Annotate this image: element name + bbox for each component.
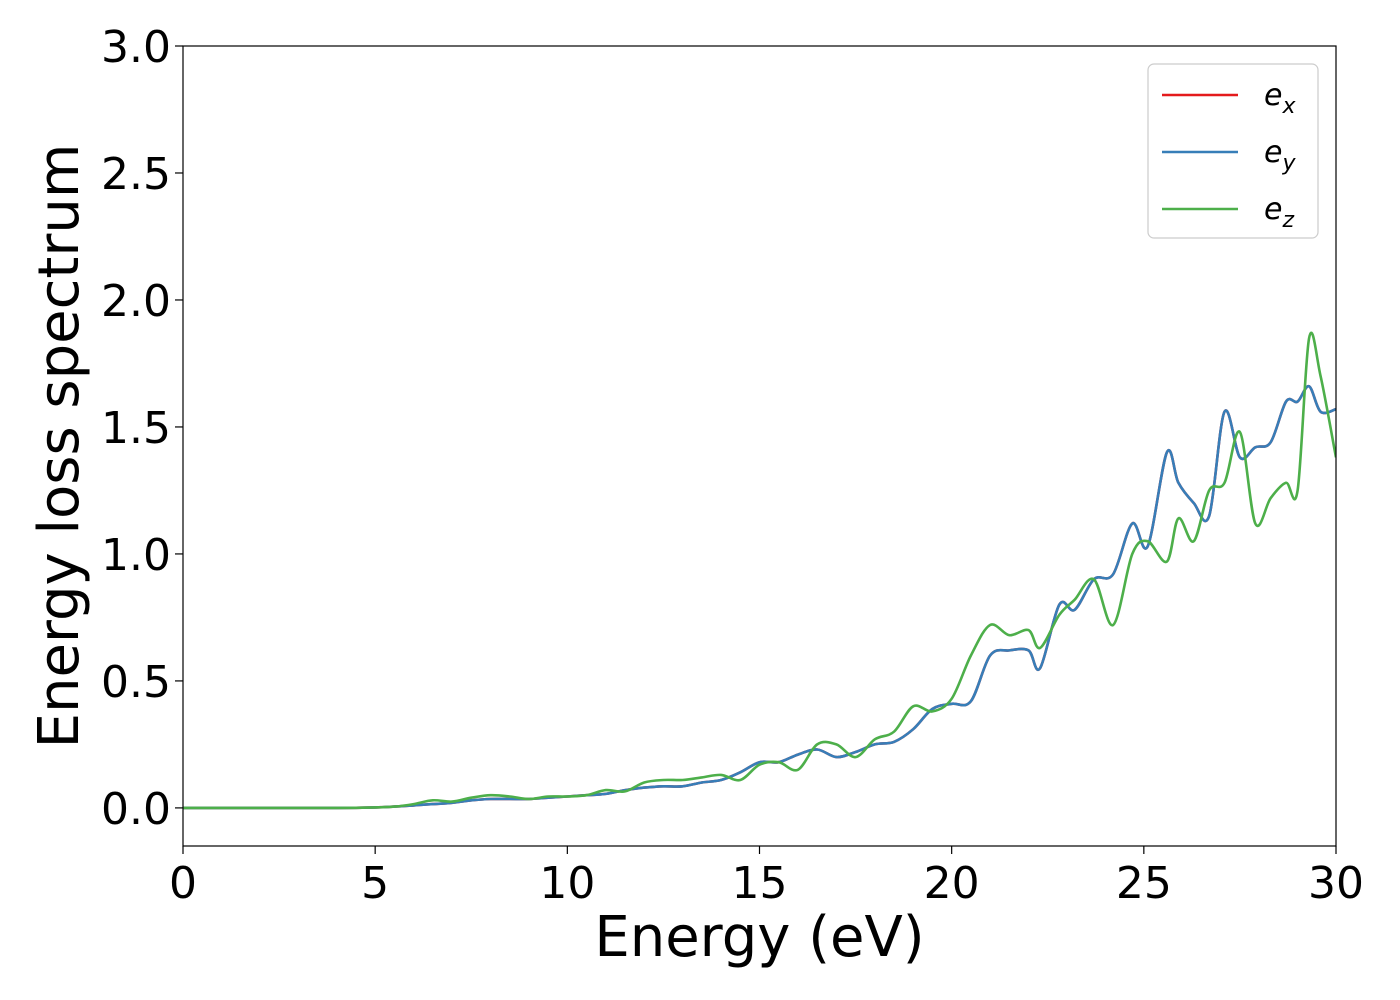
legend-label-y: ey [1264, 135, 1296, 176]
y-tick-label: 3.0 [101, 22, 171, 73]
y-tick-label: 0.5 [101, 657, 171, 708]
x-tick-label: 0 [169, 858, 197, 909]
y-tick-label: 2.0 [101, 276, 171, 327]
y-tick-label: 0.0 [101, 784, 171, 835]
x-tick-label: 10 [539, 858, 595, 909]
x-tick-label: 20 [924, 858, 980, 909]
y-axis-label: Energy loss spectrum [27, 144, 92, 749]
x-tick-label: 25 [1116, 858, 1172, 909]
legend: ex ey ez [1147, 63, 1319, 239]
series-line-x [183, 384, 1336, 810]
y-tick-label: 1.5 [101, 403, 171, 454]
x-tick-label: 30 [1308, 858, 1364, 909]
x-tick-label: 5 [361, 858, 389, 909]
series-line-y [183, 384, 1336, 810]
legend-label-z: ez [1264, 192, 1294, 233]
legend-label-x: ex [1264, 78, 1296, 119]
series-line-z [183, 331, 1336, 810]
x-axis: 0 5 10 15 20 25 30 [169, 846, 1364, 909]
x-tick-label: 15 [732, 858, 788, 909]
y-axis: 0.0 0.5 1.0 1.5 2.0 2.5 3.0 [101, 22, 183, 835]
y-tick-label: 2.5 [101, 149, 171, 200]
x-axis-label: Energy (eV) [594, 905, 924, 970]
y-tick-label: 1.0 [101, 530, 171, 581]
series-lines [183, 331, 1336, 810]
